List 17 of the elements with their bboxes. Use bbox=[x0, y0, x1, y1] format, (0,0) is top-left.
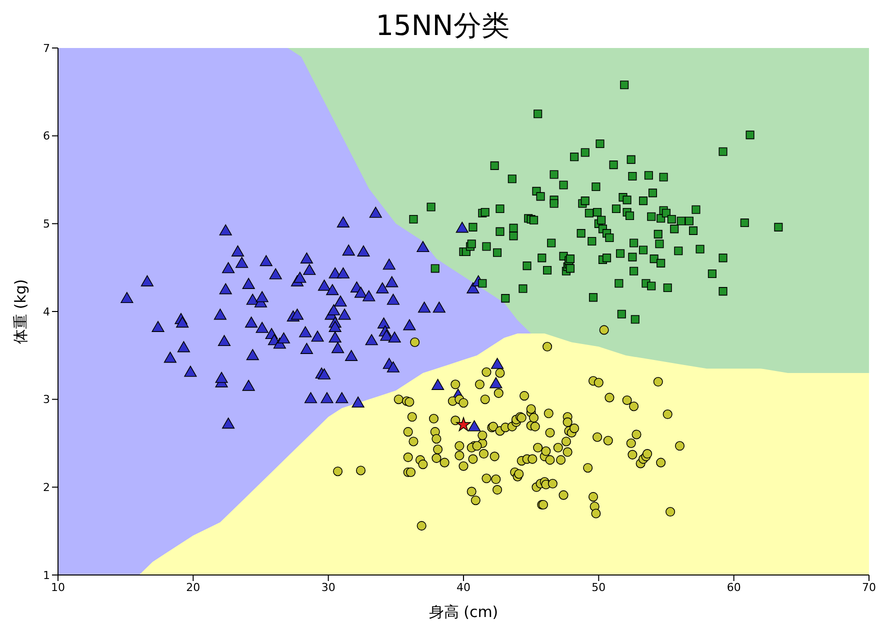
y-tick-label: 6 bbox=[43, 130, 50, 143]
x-tick-label: 10 bbox=[51, 580, 65, 594]
x-axis-title: 身高 (cm) bbox=[428, 603, 498, 621]
y-tick-label: 7 bbox=[43, 42, 50, 55]
x-tick-label: 40 bbox=[456, 580, 470, 594]
y-tick-label: 4 bbox=[43, 305, 50, 318]
x-tick-label: 60 bbox=[726, 580, 741, 594]
x-tick-label: 20 bbox=[186, 580, 200, 594]
chart-title: 15NN分类 bbox=[376, 9, 510, 42]
y-tick-label: 2 bbox=[43, 481, 50, 494]
x-tick-label: 70 bbox=[862, 580, 876, 594]
x-tick-label: 30 bbox=[321, 580, 336, 594]
y-axis-title: 体重 (kg) bbox=[11, 279, 30, 344]
x-tick-label: 50 bbox=[592, 580, 606, 594]
y-tick-label: 5 bbox=[43, 218, 50, 231]
y-tick-label: 3 bbox=[43, 393, 50, 406]
y-tick-label: 1 bbox=[43, 568, 50, 582]
